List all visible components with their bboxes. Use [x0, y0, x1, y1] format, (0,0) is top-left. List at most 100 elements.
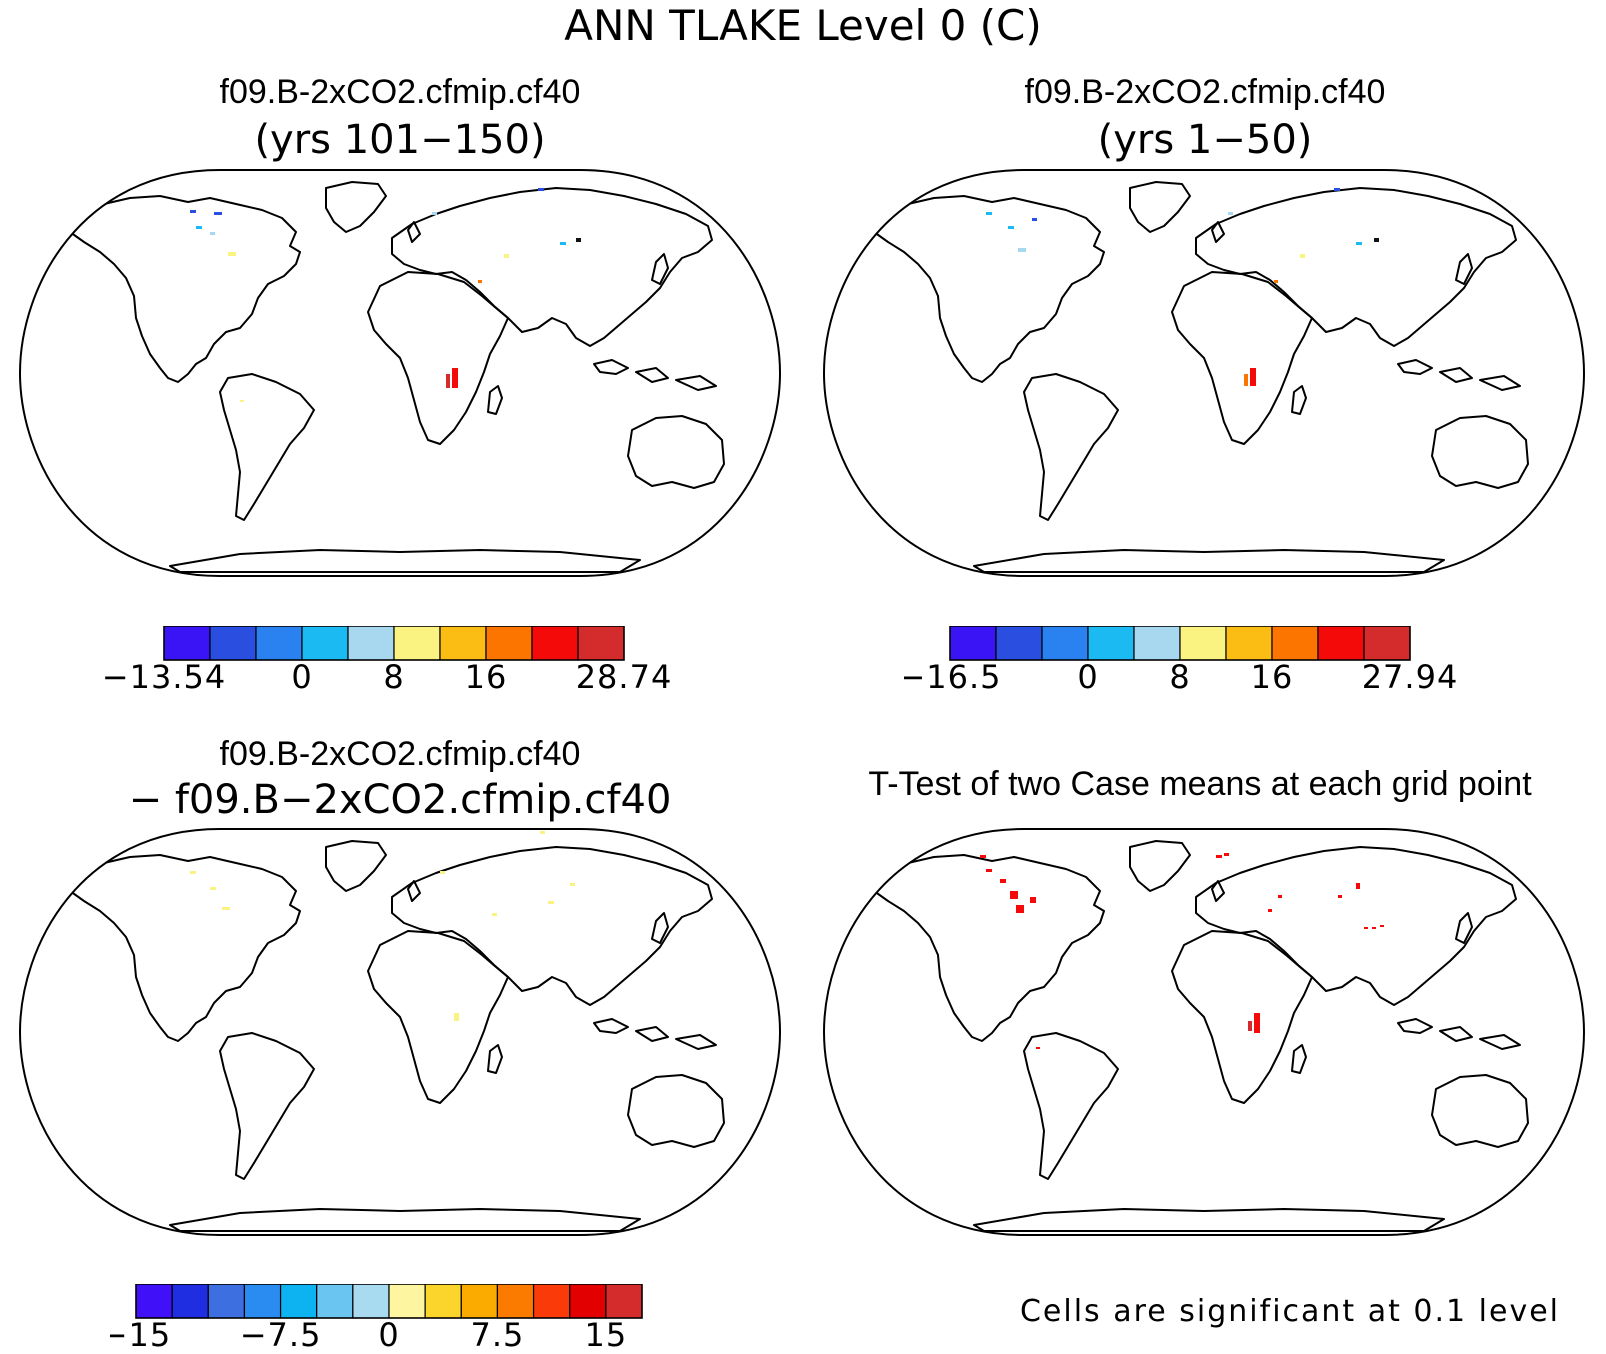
coastline: [487, 385, 503, 415]
coastline: [1439, 1026, 1473, 1042]
coastline: [407, 221, 421, 243]
lake-cell: [1364, 927, 1368, 929]
lake-cell: [1030, 897, 1036, 903]
lake-cell: [1380, 925, 1384, 927]
lake-cell: [210, 887, 216, 890]
coastline: [1211, 221, 1225, 243]
lake-cell: [454, 1013, 459, 1021]
lake-cell: [1224, 853, 1229, 856]
coastline: [973, 1208, 1445, 1232]
lake-cell: [1248, 1021, 1252, 1031]
colorbar-swatch: [163, 626, 211, 661]
coastline: [651, 912, 669, 944]
colorbar-swatch: [388, 1284, 426, 1319]
lake-cell: [196, 226, 202, 229]
panel-subtitle-top-left: (yrs 101−150): [254, 117, 546, 163]
panel-subtitle-top-right: (yrs 1−50): [1097, 117, 1313, 163]
coastline: [635, 367, 669, 383]
lake-cell: [1000, 879, 1006, 883]
colorbar-swatch: [209, 626, 257, 661]
coastline: [627, 1074, 725, 1148]
coastline: [1195, 846, 1517, 1006]
lake-cell: [1356, 883, 1360, 889]
lake-cell: [1274, 280, 1278, 283]
colorbar-swatch: [255, 626, 303, 661]
coastline: [391, 187, 713, 347]
coastline: [325, 840, 387, 892]
lake-cell: [1036, 1047, 1040, 1049]
coastline: [1397, 1018, 1433, 1034]
colorbar-swatch: [347, 626, 395, 661]
colorbar-swatch: [995, 626, 1043, 661]
lake-cell: [210, 232, 215, 235]
colorbar-swatch: [171, 1284, 209, 1319]
colorbar-swatch: [207, 1284, 246, 1319]
colorbar-swatch: [532, 1284, 571, 1319]
lake-cell: [538, 188, 544, 191]
colorbar-tick-label: 28.74: [576, 658, 673, 696]
colorbar-swatch: [1179, 626, 1227, 661]
colorbar-swatch: [949, 626, 997, 661]
coastline: [1431, 415, 1529, 489]
panel-title-top-right: f09.B-2xCO2.cfmip.cf40: [1024, 73, 1386, 111]
coastline: [1455, 253, 1473, 285]
colorbar-tick-label: 16: [465, 658, 508, 696]
colorbar-swatch: [243, 1284, 282, 1319]
coastline: [367, 930, 509, 1104]
colorbar-swatch: [605, 1284, 643, 1319]
colorbar-swatch: [496, 1284, 535, 1319]
lake-cell: [1008, 226, 1014, 229]
colorbar-tick-label: −15: [110, 1316, 171, 1354]
colorbar-swatch: [1363, 626, 1411, 661]
colorbar-swatch: [352, 1284, 390, 1319]
panel-title-top-left: f09.B-2xCO2.cfmip.cf40: [219, 73, 581, 111]
lake-cell: [548, 901, 554, 904]
figure-title: ANN TLAKE Level 0 (C): [564, 1, 1042, 50]
colorbar-tick-label: 7.5: [470, 1316, 524, 1354]
map-bottom-right: [822, 828, 1586, 1236]
lake-cell: [492, 913, 497, 916]
lake-cell: [228, 252, 236, 256]
lake-cell: [1372, 927, 1376, 929]
colorbar-tick-label: −7.5: [240, 1316, 322, 1354]
lake-cell: [560, 242, 566, 245]
lake-cell: [1268, 909, 1272, 912]
lake-cell: [1374, 238, 1379, 242]
lake-cell: [452, 368, 458, 388]
colorbar-top-right: −16.5 0 8 16 27.94: [904, 626, 1457, 696]
coastline: [487, 1044, 503, 1074]
map-top-left: [18, 169, 782, 577]
lake-cell: [1032, 218, 1037, 221]
coastline: [391, 846, 713, 1006]
colorbar-swatch: [1225, 626, 1273, 661]
colorbar-swatch: [577, 626, 625, 661]
coastline: [1171, 930, 1313, 1104]
colorbar-tick-label: 16: [1251, 658, 1294, 696]
coastline: [675, 375, 717, 391]
lake-cell: [576, 238, 581, 242]
lake-cell: [504, 254, 509, 258]
coastline: [1211, 880, 1225, 902]
lake-cell: [240, 400, 244, 402]
lake-cell: [222, 907, 230, 910]
coastline: [593, 1018, 629, 1034]
colorbar-tick-label: 0: [378, 1316, 399, 1354]
lake-cell: [986, 212, 992, 215]
coastline: [1291, 385, 1307, 415]
map-boundary: [822, 169, 1586, 577]
map-top-right: [822, 169, 1586, 577]
lake-cell: [1244, 374, 1248, 386]
lake-cell: [190, 871, 196, 874]
coastline: [1129, 181, 1191, 233]
colorbar-tick-label: −13.54: [102, 658, 226, 696]
lake-cell: [1016, 905, 1024, 913]
coastline: [1023, 1032, 1119, 1180]
colorbar-bottom-left: −15 −7.5 0 7.5 15: [110, 1284, 643, 1354]
colorbar-swatch: [485, 626, 533, 661]
coastline: [635, 1026, 669, 1042]
coastline: [57, 195, 301, 383]
colorbar-swatch: [1271, 626, 1319, 661]
lake-cell: [986, 869, 992, 872]
map-boundary: [822, 828, 1586, 1236]
colorbar-swatch: [393, 626, 441, 661]
